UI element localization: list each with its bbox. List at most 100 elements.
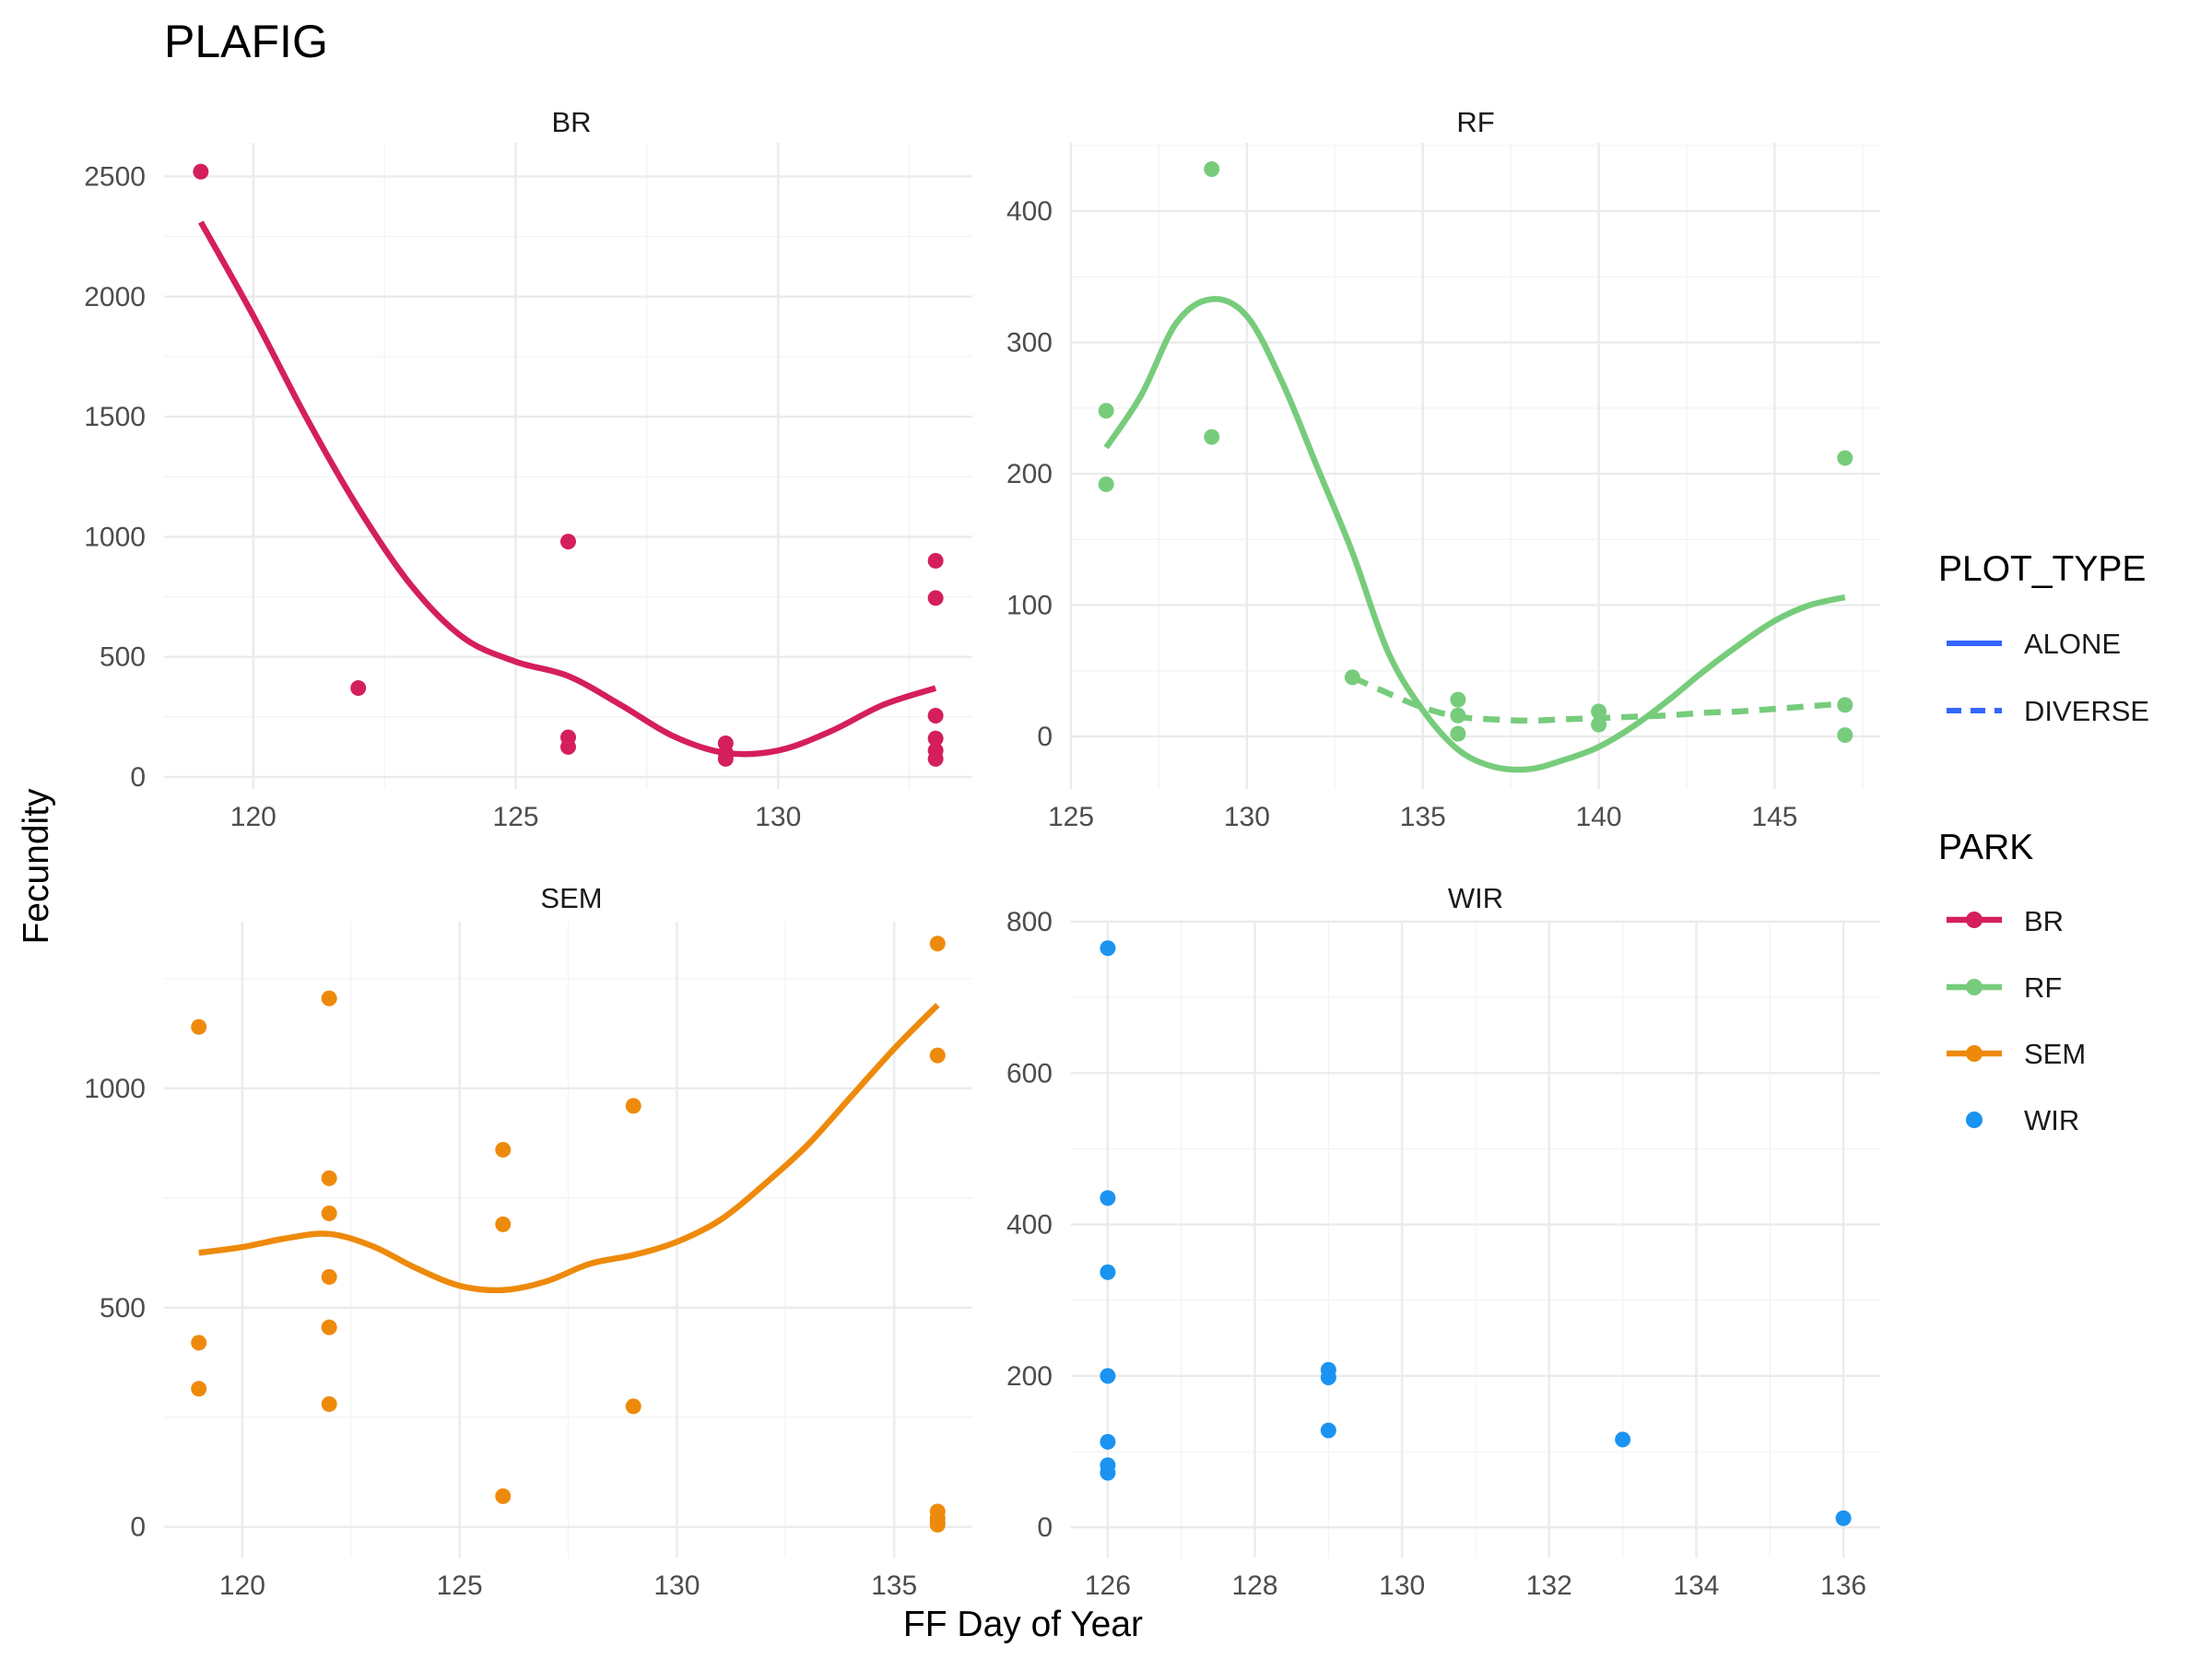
data-point-rf [1591,716,1607,733]
legend-title-park: PARK [1938,828,2033,867]
y-tick-label: 0 [130,1512,146,1543]
x-tick-label: 130 [1379,1571,1425,1601]
y-tick-label: 1000 [84,522,146,552]
legend-label-br: BR [2024,905,2064,937]
x-tick-label: 135 [1400,802,1446,832]
legend-label-sem: SEM [2024,1038,2086,1070]
facet-label-wir: WIR [1448,882,1503,914]
y-tick-label: 2500 [84,161,146,192]
x-tick-label: 145 [1751,802,1797,832]
x-tick-label: 128 [1232,1571,1278,1601]
panel-wir: 126 128 130 132 134 136 0 200 400 600 800 WIR [1006,882,1880,1601]
data-point-br [927,750,944,767]
y-tick-label: 600 [1006,1058,1053,1088]
data-point-sem [321,1319,337,1335]
data-point-rf [1204,160,1220,177]
x-tick-label: 125 [493,802,539,832]
data-point-br [927,552,944,569]
data-point-sem [191,1381,207,1397]
y-tick-label: 100 [1006,591,1053,621]
x-tick-label: 120 [230,802,276,832]
data-point-sem [495,1141,512,1158]
data-point-br [560,738,576,755]
facet-label-sem: SEM [540,882,602,914]
data-point-sem [321,1170,337,1186]
legend-key-point-br [1966,912,1983,928]
data-point-sem [191,1335,207,1351]
legend-label-diverse: DIVERSE [2024,695,2149,727]
data-point-rf [1837,450,1853,466]
x-tick-label: 130 [653,1571,700,1601]
data-point-sem [929,1516,946,1533]
x-tick-label: 130 [1224,802,1270,832]
y-tick-label: 500 [100,642,146,673]
y-tick-label: 0 [1037,722,1053,752]
y-tick-label: 0 [130,762,146,793]
smooth-line-sem-alone [198,1003,940,1294]
x-tick-label: 135 [871,1571,917,1601]
data-point-rf [1204,429,1220,445]
y-tick-label: 800 [1006,907,1053,937]
legend: PLOT_TYPE ALONE DIVERSE PARK BR RF SEM W… [1938,549,2149,1136]
data-point-sem [625,1398,641,1415]
legend-label-rf: RF [2024,971,2062,1004]
data-point-br [927,708,944,724]
data-point-rf [1098,476,1114,492]
x-tick-label: 134 [1673,1571,1719,1601]
y-tick-label: 2000 [84,282,146,312]
legend-label-wir: WIR [2024,1104,2079,1136]
panel-br: 120 125 130 0 500 1000 1500 2000 2500 BR [84,106,972,832]
smooth-line-rf-alone [1103,296,1846,773]
facet-label-br: BR [551,106,591,138]
data-point-rf [1450,725,1466,742]
data-point-br [193,163,209,180]
legend-park-keys [1947,912,2002,1128]
legend-key-point-rf [1966,979,1983,995]
x-tick-label: 125 [437,1571,483,1601]
data-point-rf [1450,707,1466,724]
data-point-rf [1591,703,1607,720]
y-tick-label: 200 [1006,1361,1053,1392]
data-point-rf [1837,727,1853,744]
data-point-wir [1100,1264,1116,1280]
data-point-wir [1615,1431,1631,1448]
data-point-wir [1835,1510,1852,1526]
x-tick-label: 140 [1576,802,1622,832]
x-tick-label: 125 [1048,802,1094,832]
y-tick-label: 400 [1006,196,1053,227]
x-tick-label: 120 [219,1571,265,1601]
data-point-rf [1450,691,1466,708]
data-point-br [350,680,367,697]
data-point-wir [1100,1433,1116,1450]
x-tick-label: 136 [1820,1571,1866,1601]
y-tick-label: 1000 [84,1074,146,1104]
data-point-sem [929,1047,946,1064]
data-point-br [927,730,944,747]
data-point-rf [1344,669,1360,686]
y-tick-label: 1500 [84,402,146,432]
data-point-wir [1100,1465,1116,1481]
data-point-sem [929,935,946,952]
data-point-sem [495,1216,512,1232]
data-point-sem [321,1205,337,1221]
x-tick-label: 132 [1526,1571,1572,1601]
y-axis-title: Fecundity [17,788,56,945]
data-point-sem [495,1488,512,1504]
data-point-sem [191,1018,207,1035]
y-tick-label: 300 [1006,328,1053,359]
data-point-br [717,750,734,767]
x-axis-title: FF Day of Year [903,1605,1143,1644]
y-tick-label: 400 [1006,1210,1053,1241]
legend-title-plot-type: PLOT_TYPE [1938,549,2146,589]
data-point-sem [321,1268,337,1285]
chart-title: PLAFIG [164,16,328,67]
smooth-line-br-alone [198,220,937,758]
data-point-sem [321,1395,337,1412]
data-point-wir [1100,1190,1116,1206]
data-point-wir [1320,1370,1336,1385]
data-point-sem [625,1098,641,1114]
data-point-rf [1098,403,1114,419]
data-point-br [560,534,576,550]
